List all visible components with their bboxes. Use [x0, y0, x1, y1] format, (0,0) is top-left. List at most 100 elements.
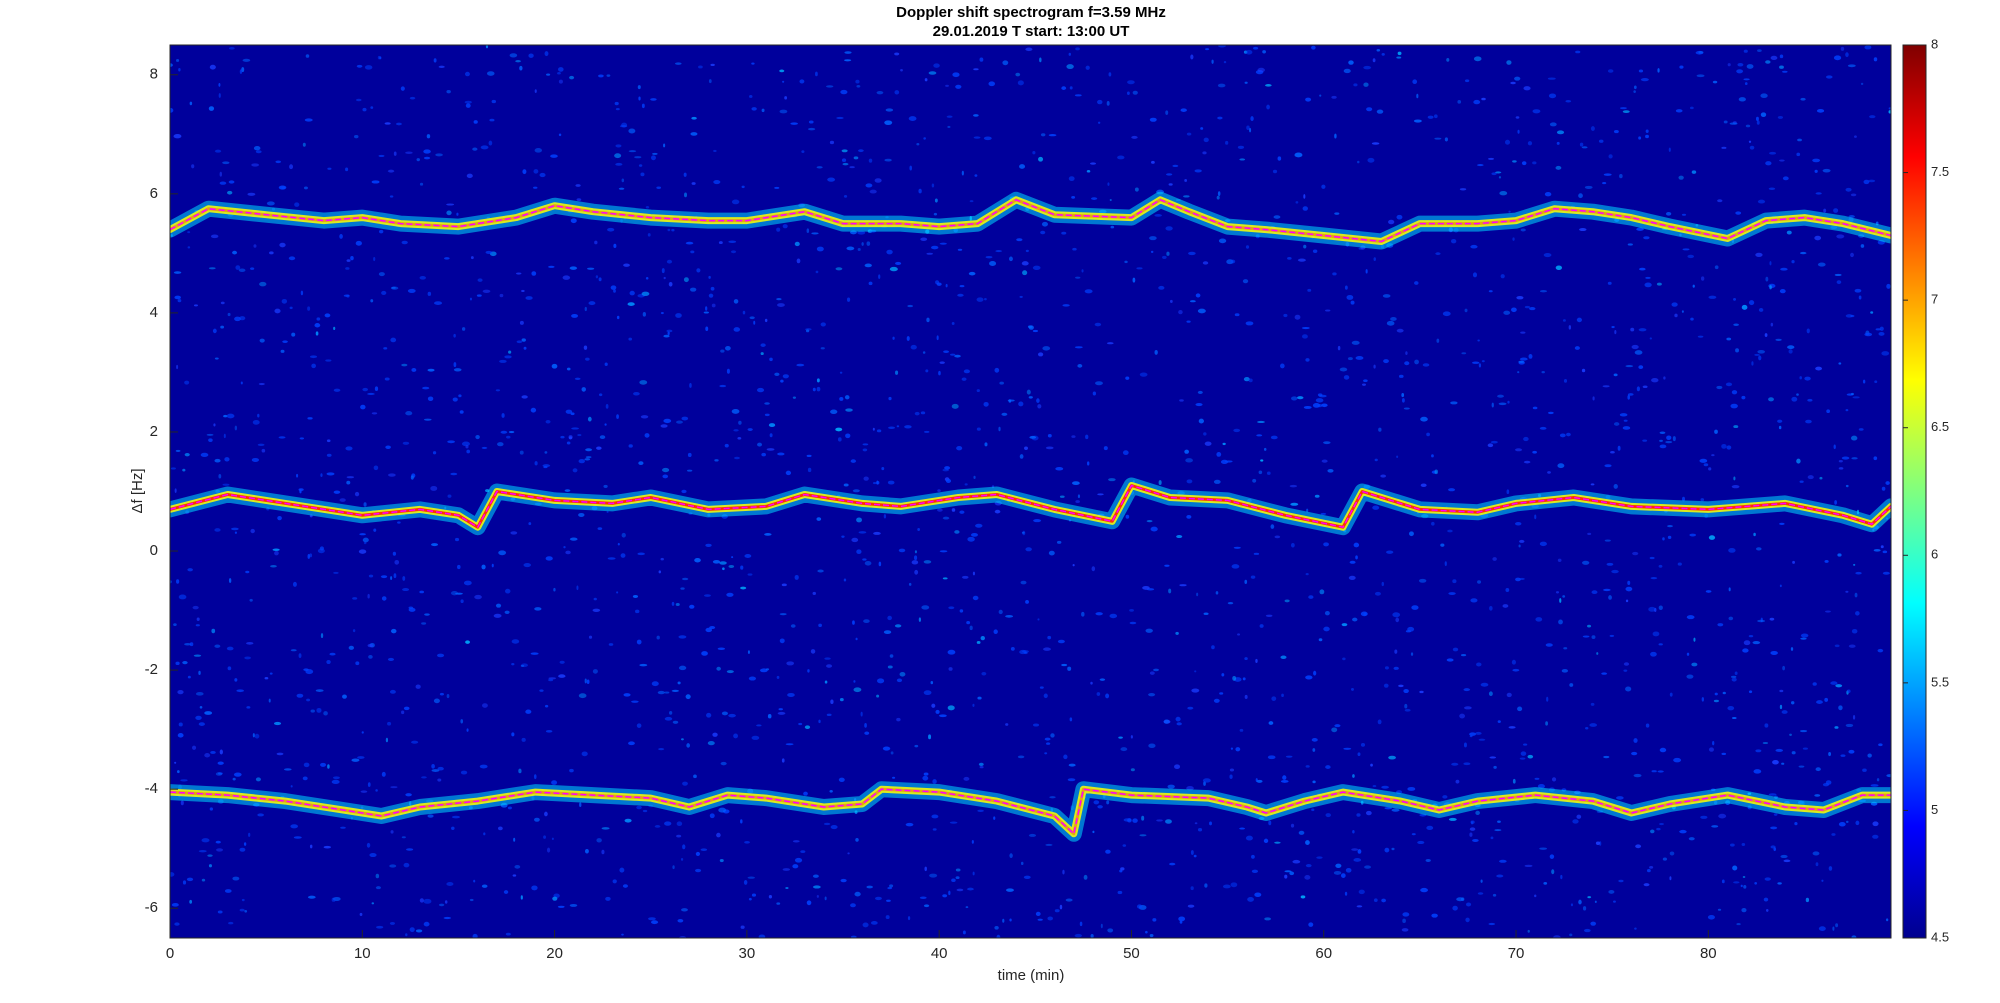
- noise-speckle: [381, 771, 386, 777]
- noise-speckle: [298, 653, 302, 659]
- noise-speckle: [170, 872, 175, 877]
- noise-speckle: [392, 551, 397, 556]
- noise-speckle: [406, 848, 414, 851]
- noise-speckle: [1334, 133, 1337, 139]
- noise-speckle: [1635, 844, 1642, 849]
- noise-speckle: [1109, 613, 1118, 619]
- noise-speckle: [1396, 328, 1404, 333]
- noise-speckle: [373, 528, 377, 532]
- noise-speckle: [1294, 152, 1303, 158]
- noise-speckle: [508, 350, 512, 354]
- noise-speckle: [1737, 63, 1744, 67]
- noise-speckle: [282, 340, 288, 343]
- noise-speckle: [1367, 157, 1375, 163]
- noise-speckle: [969, 625, 973, 631]
- noise-speckle: [1608, 154, 1613, 159]
- noise-speckle: [198, 670, 201, 675]
- noise-speckle: [1035, 911, 1041, 916]
- noise-speckle: [787, 692, 795, 698]
- noise-speckle: [1099, 678, 1106, 681]
- noise-speckle: [785, 470, 792, 476]
- noise-speckle: [925, 369, 929, 373]
- noise-speckle: [645, 276, 649, 280]
- noise-speckle: [961, 575, 969, 579]
- noise-speckle: [367, 643, 374, 648]
- noise-speckle: [1497, 720, 1501, 724]
- noise-speckle: [954, 530, 960, 534]
- noise-speckle: [681, 908, 688, 912]
- noise-speckle: [1521, 161, 1527, 166]
- noise-speckle: [270, 565, 277, 568]
- noise-speckle: [1582, 560, 1590, 565]
- noise-speckle: [1237, 145, 1245, 149]
- noise-speckle: [836, 116, 844, 120]
- noise-speckle: [1190, 850, 1194, 855]
- noise-speckle: [680, 857, 684, 861]
- noise-speckle: [870, 921, 878, 925]
- noise-speckle: [1850, 392, 1854, 396]
- noise-speckle: [458, 394, 462, 398]
- noise-speckle: [1845, 314, 1853, 318]
- noise-speckle: [493, 613, 502, 618]
- noise-speckle: [710, 286, 715, 291]
- noise-speckle: [1335, 863, 1342, 868]
- noise-speckle: [1094, 322, 1102, 327]
- noise-speckle: [733, 733, 739, 739]
- noise-speckle: [733, 299, 739, 304]
- noise-speckle: [734, 456, 740, 460]
- noise-speckle: [1876, 778, 1880, 782]
- noise-speckle: [1619, 413, 1628, 417]
- noise-speckle: [315, 689, 324, 692]
- noise-speckle: [544, 811, 548, 817]
- noise-speckle: [690, 287, 697, 292]
- noise-speckle: [779, 638, 785, 644]
- noise-speckle: [234, 531, 238, 534]
- noise-speckle: [1307, 288, 1312, 292]
- noise-speckle: [1290, 502, 1299, 506]
- noise-speckle: [461, 327, 466, 331]
- noise-speckle: [712, 732, 718, 737]
- noise-speckle: [640, 172, 645, 177]
- noise-speckle: [1763, 897, 1769, 902]
- noise-speckle: [333, 776, 340, 780]
- noise-speckle: [1061, 663, 1068, 667]
- noise-speckle: [358, 549, 367, 554]
- noise-speckle: [430, 485, 438, 491]
- noise-speckle: [193, 304, 198, 307]
- noise-speckle: [491, 99, 497, 104]
- noise-speckle: [1386, 320, 1395, 326]
- noise-speckle: [176, 579, 180, 584]
- noise-speckle: [352, 629, 356, 633]
- noise-speckle: [1642, 385, 1648, 389]
- noise-speckle: [598, 74, 604, 78]
- noise-speckle: [841, 158, 847, 162]
- noise-speckle: [1185, 458, 1193, 463]
- noise-speckle: [1148, 692, 1156, 697]
- noise-speckle: [889, 266, 898, 272]
- noise-speckle: [1016, 238, 1023, 242]
- noise-speckle: [1515, 521, 1522, 526]
- noise-speckle: [926, 252, 934, 255]
- noise-speckle: [737, 436, 742, 440]
- noise-speckle: [1511, 659, 1516, 665]
- noise-speckle: [1246, 125, 1250, 130]
- noise-speckle: [498, 550, 507, 556]
- noise-speckle: [227, 312, 231, 317]
- noise-speckle: [236, 689, 244, 693]
- noise-speckle: [1334, 212, 1340, 215]
- noise-speckle: [1213, 479, 1221, 484]
- noise-speckle: [491, 563, 494, 568]
- noise-speckle: [1230, 882, 1238, 888]
- noise-speckle: [1470, 244, 1478, 249]
- noise-speckle: [1488, 157, 1495, 160]
- noise-speckle: [621, 933, 624, 936]
- noise-speckle: [518, 768, 522, 774]
- noise-speckle: [1043, 693, 1048, 699]
- noise-speckle: [1312, 249, 1318, 253]
- noise-speckle: [909, 165, 913, 171]
- noise-speckle: [946, 115, 953, 118]
- noise-speckle: [315, 331, 319, 336]
- noise-speckle: [390, 628, 397, 634]
- noise-speckle: [1691, 662, 1698, 667]
- noise-speckle: [1636, 227, 1644, 231]
